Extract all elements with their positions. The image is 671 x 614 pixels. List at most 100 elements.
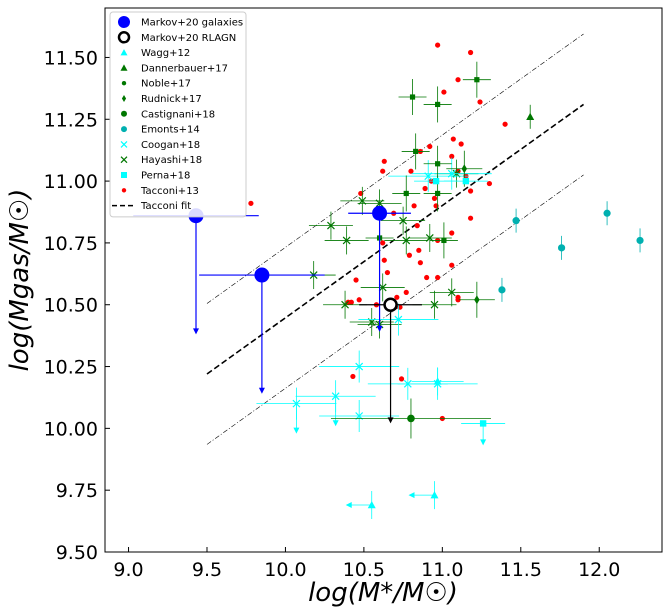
y-tick-label: 11.25 [44,109,98,131]
hayashi18-point [430,300,439,309]
coogan18-point-arrow-head [293,427,300,434]
tacconi13-point [435,42,441,48]
noble17-point [403,190,409,197]
tacconi13-point [435,274,441,281]
tacconi13-point [403,289,409,295]
series-wagg12 [345,367,464,520]
series-emonts14 [498,201,644,302]
tacconi13-point [394,294,400,300]
emonts14-point [557,244,566,252]
perna18-point [432,177,440,185]
markov20-galaxy-point [254,267,270,283]
markov20-rlagn-arrow-head [387,417,394,424]
y-tick-label: 11.50 [44,47,98,69]
series-markov20-rlagn [359,297,422,424]
emonts14-point [603,209,611,217]
tacconi13-point [422,185,428,192]
wagg12-point [367,501,376,509]
legend-marker [121,126,127,133]
legend-marker [121,95,127,102]
noble17-point [409,94,416,100]
tacconi13-point [380,168,386,174]
emonts14-point [512,217,520,225]
legend-label: Tacconi fit [140,201,191,212]
markov20-rlagn-point [383,297,398,312]
y-tick-label: 10.50 [44,295,98,317]
legend-label: Emonts+14 [141,125,200,136]
x-tick-label: 9.5 [192,559,222,581]
hayashi18-point [447,288,456,297]
series-coogan18 [256,157,492,434]
tacconi13-point [502,121,508,127]
legend-label: Hayashi+18 [141,155,202,166]
perna18-point [479,420,487,427]
castignani18-point [407,414,415,423]
y-tick-label: 10.75 [44,233,98,255]
legend-label: Tacconi+13 [140,186,199,197]
tacconi13-point [467,49,474,56]
wagg12-point [433,377,442,385]
coogan18-point [331,392,340,401]
tacconi13-point [381,158,387,164]
hayashi18-point [375,199,384,208]
coogan18-point-arrow-head [332,420,339,427]
noble17-point [474,77,480,83]
y-tick-label: 11.00 [44,171,98,193]
x-tick-label: 9.0 [113,559,143,581]
tacconi13-point [381,257,387,263]
x-tick-label: 12.0 [578,559,620,581]
rudnick17-point [474,295,480,305]
legend-marker [121,188,127,193]
legend-marker [120,156,128,164]
x-tick-label: 11.0 [421,559,463,581]
markov20-galaxy-arrow-head [258,387,265,394]
legend-label: Coogan+18 [141,140,200,151]
tacconi13-point [455,77,461,83]
tacconi13-point [411,203,417,209]
tacconi13-point [467,188,474,194]
tacconi13-point [455,297,461,303]
wagg12-point-arrow-head [408,492,415,499]
tacconi13-point [441,89,447,95]
legend-marker [121,110,127,117]
wagg12-point-arrow-head [345,502,352,509]
series-castignani18 [330,398,491,439]
tacconi13-point [458,141,464,147]
coogan18-point [447,169,456,178]
dannerbauer17-point [526,112,535,120]
markov20-galaxy-arrow-head [376,325,383,332]
legend-label: Markov+20 galaxies [141,18,243,29]
rudnick17-point [461,164,468,174]
y-axis-label: log(Mgas/M☉) [5,189,35,372]
tacconi13-point [449,262,455,268]
legend-box [109,11,247,218]
tacconi13-point [449,153,455,159]
emonts14-point [636,236,644,245]
x-axis-ticks: 9.0 9.5 10.0 10.5 11.0 11.5 12.0 [113,547,620,581]
tacconi13-point [380,240,386,246]
tacconi13-point [486,180,493,187]
tacconi13-point [248,200,254,206]
tacconi13-point [477,99,483,105]
plot-frame [104,7,663,553]
legend-label: Noble+17 [141,79,191,90]
tacconi-fit-upper-scatter [206,33,584,304]
coogan18-point [292,399,301,408]
coogan18-point [355,362,364,371]
legend-label: Rudnick+17 [141,94,202,105]
legend-label: Markov+20 RLAGN [141,33,236,44]
y-tick-label: 9.50 [56,542,98,564]
tacconi13-point [384,269,391,276]
x-tick-label: 10.5 [343,559,385,581]
legend-marker [120,64,128,71]
tacconi13-point [427,143,433,150]
tacconi13-point [416,247,422,253]
markov20-galaxy-arrow-head [193,328,200,335]
markov20-galaxy-point [372,205,388,221]
tacconi13-point [350,373,356,380]
y-tick-label: 9.75 [56,480,98,502]
y-tick-label: 10.00 [44,418,98,440]
legend-marker [120,49,128,56]
x-axis-label: log(M*/M☉) [308,578,458,608]
